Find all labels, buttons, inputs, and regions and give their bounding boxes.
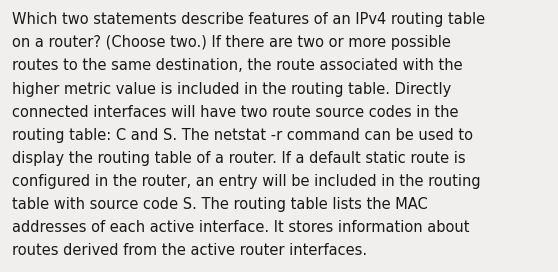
Text: Which two statements describe features of an IPv4 routing table: Which two statements describe features o… <box>12 12 485 27</box>
Text: routing table: C and S. The netstat -r command can be used to: routing table: C and S. The netstat -r c… <box>12 128 473 143</box>
Text: routes derived from the active router interfaces.: routes derived from the active router in… <box>12 243 367 258</box>
Text: routes to the same destination, the route associated with the: routes to the same destination, the rout… <box>12 58 463 73</box>
Text: table with source code S. The routing table lists the MAC: table with source code S. The routing ta… <box>12 197 428 212</box>
Text: addresses of each active interface. It stores information about: addresses of each active interface. It s… <box>12 220 470 235</box>
Text: display the routing table of a router.​ If a default static route is: display the routing table of a router.​ … <box>12 151 466 166</box>
Text: configured in the router, an entry will be included in the routing: configured in the router, an entry will … <box>12 174 481 189</box>
Text: connected interfaces will have two route source codes in the: connected interfaces will have two route… <box>12 105 459 120</box>
Text: higher metric value is included in the routing table. Directly: higher metric value is included in the r… <box>12 82 451 97</box>
Text: on a router? (Choose two.) If there are two or more possible: on a router? (Choose two.) If there are … <box>12 35 451 50</box>
